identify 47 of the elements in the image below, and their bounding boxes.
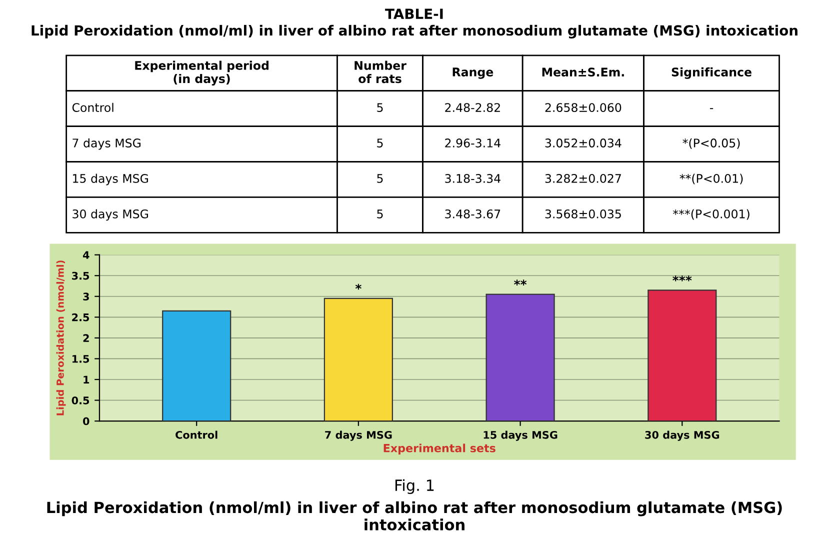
- text: 3.568±0.035: [545, 209, 621, 218]
- y-tick-label: 2.5: [72, 313, 90, 322]
- text: Lipid Peroxidation (nmol/ml) in liver of albino rat after monosodium glutamate (MSG) intoxication: [47, 501, 782, 530]
- x-tick-label: 7 days MSG: [325, 430, 392, 441]
- y-tick-label: 2: [83, 334, 89, 342]
- text: 2.96-3.14: [445, 138, 500, 148]
- annotation: ***: [672, 276, 692, 282]
- category-label: 30 days MSG: [72, 209, 148, 221]
- text: ***(P<0.001): [673, 209, 750, 220]
- annotation: *: [355, 284, 362, 290]
- text: 2.48-2.82: [445, 103, 500, 112]
- text: 3.052±0.034: [545, 138, 622, 148]
- y-tick-label: 3: [83, 292, 89, 300]
- text: -: [710, 108, 714, 110]
- y-tick-label: 0: [83, 417, 90, 426]
- category-label: Number of rats: [354, 60, 406, 84]
- y-tick-label: 0.5: [72, 396, 90, 404]
- x-tick-label: 30 days MSG: [645, 430, 720, 441]
- annotation: **: [514, 280, 527, 286]
- y-tick-label: 4: [82, 251, 90, 259]
- category-label: Significance: [672, 67, 752, 79]
- category-label: Experimental period (in days): [135, 60, 268, 86]
- text: 2.658±0.060: [545, 103, 622, 112]
- category-label: 7 days MSG: [72, 138, 140, 150]
- category-label: Mean±S.Em.: [542, 68, 624, 77]
- text: *(P<0.05): [682, 138, 740, 149]
- text: 5: [377, 103, 383, 112]
- y-tick-label: 1.5: [72, 355, 90, 363]
- text: TABLE-I: [385, 8, 443, 19]
- text: Lipid Peroxidation (nmol/ml) in liver of albino rat after monosodium glutamate (MSG) intoxication: [32, 24, 798, 38]
- x-axis-title: Experimental sets: [384, 444, 496, 454]
- text: **(P<0.01): [680, 174, 743, 184]
- y-tick-label: 3.5: [72, 272, 90, 280]
- text: 3.48-3.67: [445, 209, 500, 218]
- text: 3.18-3.34: [445, 174, 500, 183]
- category-label: Range: [452, 68, 494, 79]
- x-tick-label: 15 days MSG: [484, 430, 558, 441]
- category-label: Control: [72, 102, 114, 112]
- text: 3.282±0.027: [545, 174, 621, 183]
- text: 5: [377, 174, 383, 183]
- y-axis-title: Lipid Peroxidation (nmol/ml): [56, 260, 66, 416]
- category-label: 15 days MSG: [73, 174, 148, 186]
- x-tick-label: Control: [176, 430, 218, 439]
- text: 5: [377, 138, 383, 148]
- y-tick-label: 1: [84, 376, 90, 384]
- text: Fig. 1: [395, 479, 434, 494]
- text: 5: [377, 210, 383, 218]
